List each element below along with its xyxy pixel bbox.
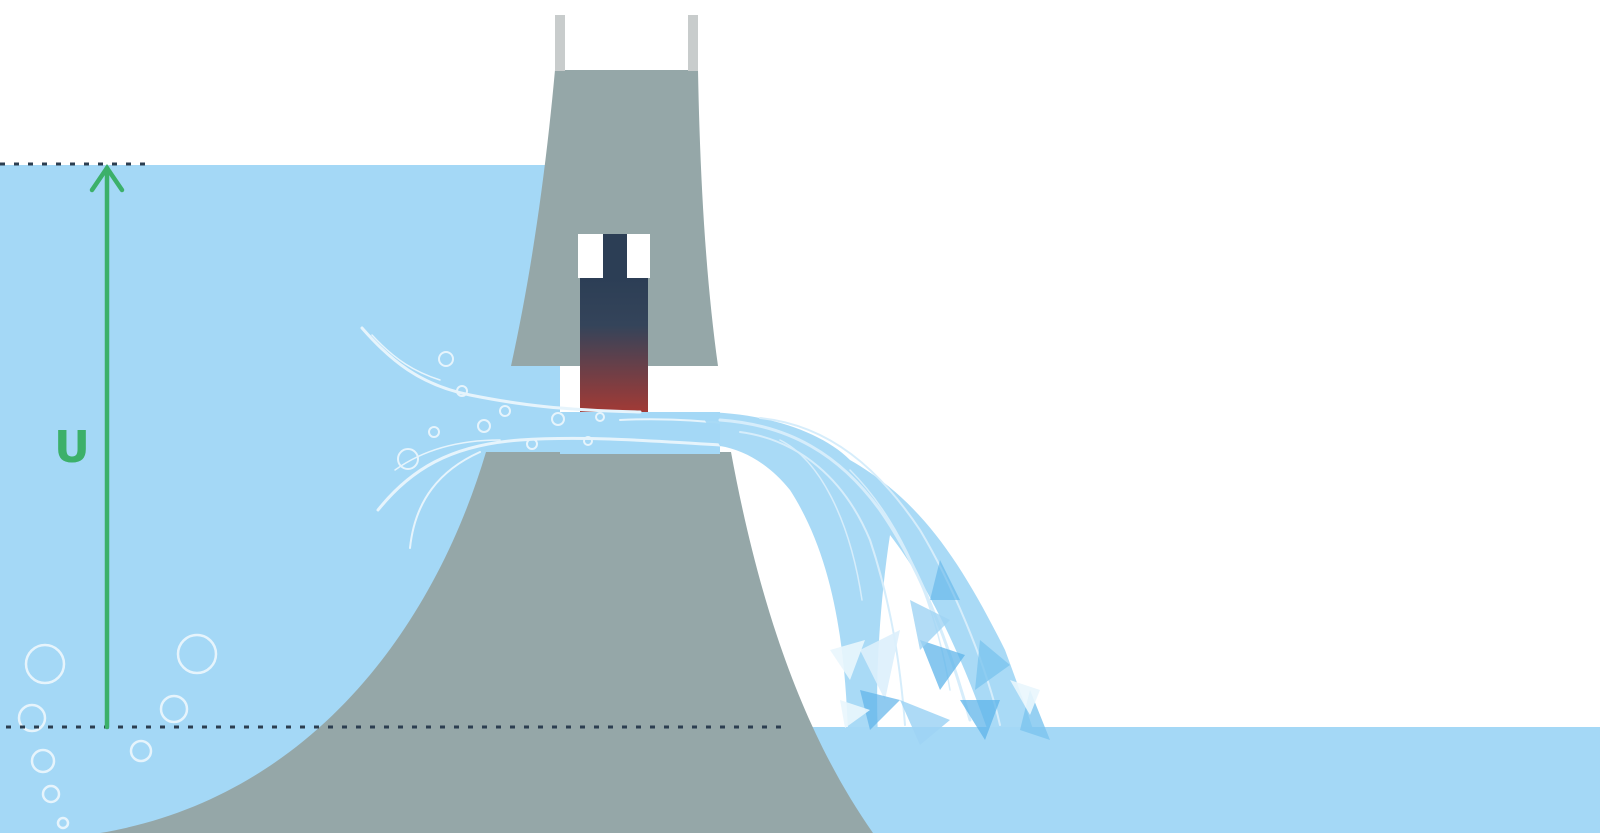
dam-tower: [511, 70, 718, 366]
downstream-water: [800, 727, 1600, 833]
head-label: U: [54, 422, 90, 473]
dam-body: [100, 452, 873, 833]
turbine-gate: [580, 278, 648, 413]
outflow-jet: [700, 412, 1035, 737]
arrow-up-icon: [89, 164, 125, 730]
reservoir-bubbles: [17, 633, 218, 830]
gate-stem: [603, 234, 627, 278]
intake-bubbles: [397, 351, 605, 470]
gate-rail-right: [688, 15, 698, 71]
intake-channel: [560, 412, 720, 454]
outflow-streaks: [718, 417, 1001, 726]
gate-rail-left: [555, 15, 565, 71]
splash: [830, 560, 1050, 745]
